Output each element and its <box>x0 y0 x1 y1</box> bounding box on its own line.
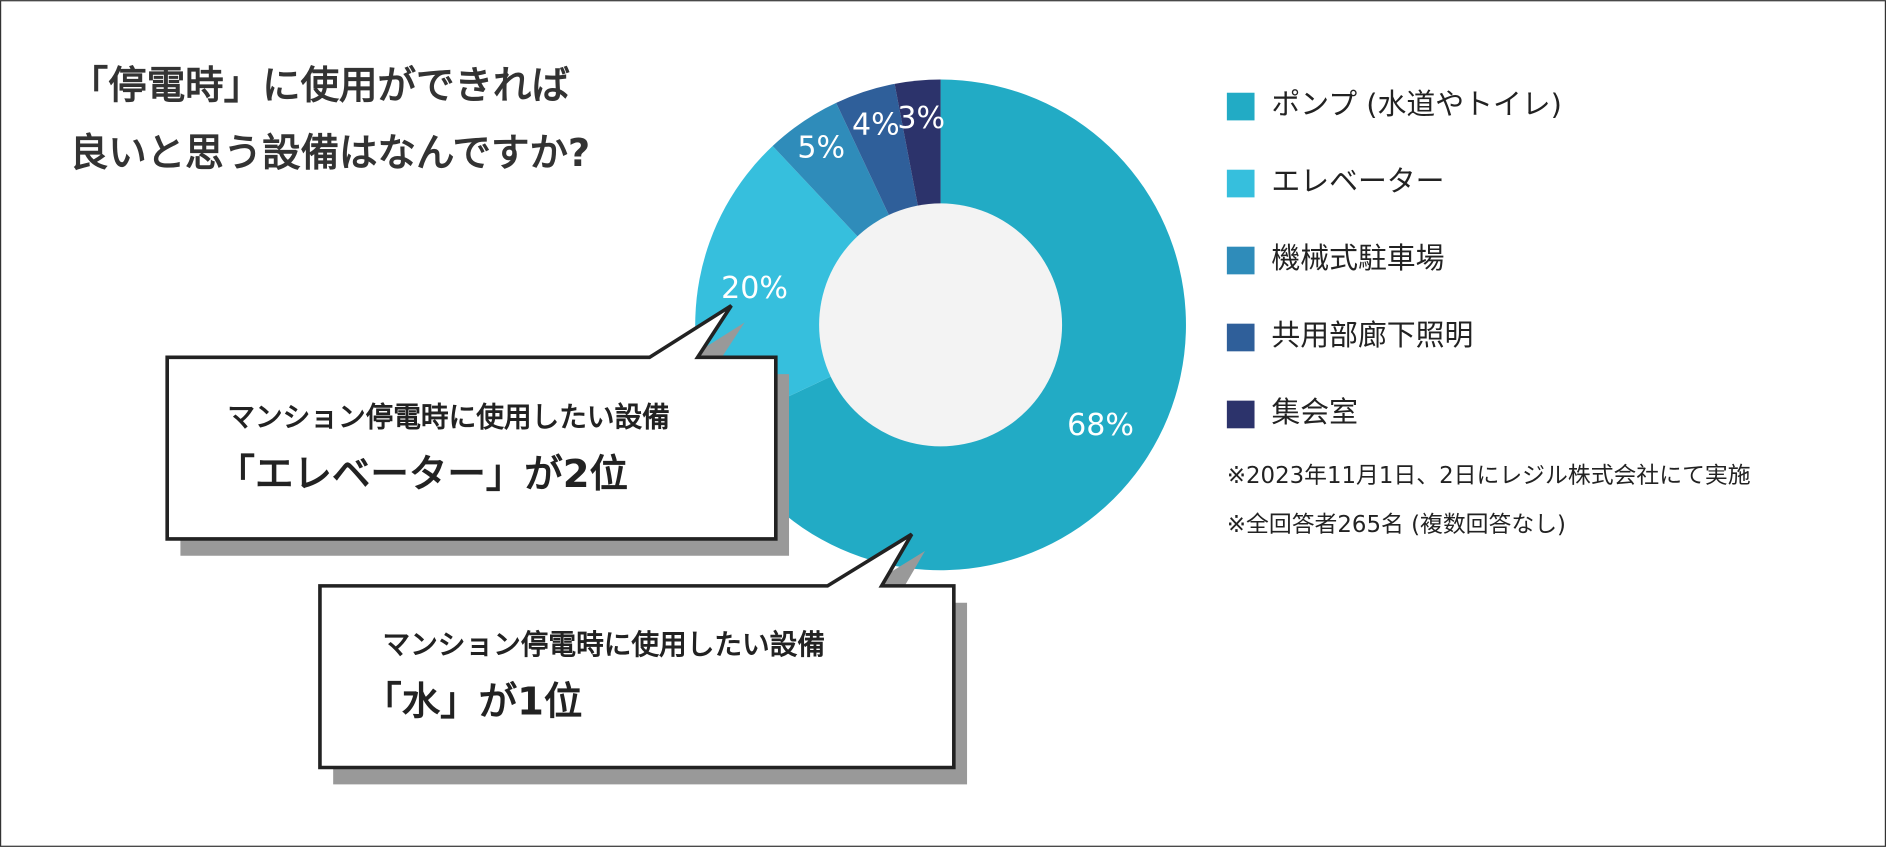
legend-label: ポンプ (水道やトイレ) <box>1271 87 1562 121</box>
legend-label: 共用部廊下照明 <box>1271 318 1473 352</box>
callout-text: 「エレベーター」が2位 <box>217 452 628 497</box>
legend-label: 集会室 <box>1271 395 1358 429</box>
data-label: 3% <box>897 101 945 136</box>
data-label: 68% <box>1067 408 1134 443</box>
legend-label: エレベーター <box>1271 164 1444 198</box>
data-label: 4% <box>852 107 900 142</box>
note: ※2023年11月1日、2日にレジル株式会社にて実施 <box>1227 463 1751 489</box>
callout-text: 「水」が1位 <box>363 679 582 724</box>
chart-title: 「停電時」に使用ができれば <box>70 63 571 108</box>
legend-swatch <box>1226 92 1255 121</box>
callout-text: マンション停電時に使用したい設備 <box>382 628 825 661</box>
callout-box <box>318 532 956 770</box>
donut: 68% 20% 5%4%3% <box>695 79 1186 571</box>
legend-swatch <box>1226 400 1255 429</box>
data-label: 5% <box>797 131 845 166</box>
legend-swatch <box>1226 323 1255 352</box>
legend-label: 機械式駐車場 <box>1271 241 1444 275</box>
callout: マンション停電時に使用したい設備 「エレベーター」が2位 <box>165 304 790 556</box>
callout-box <box>165 304 778 541</box>
callout-text: マンション停電時に使用したい設備 <box>227 401 670 434</box>
chart-title: 良いと思う設備はなんですか? <box>70 131 591 176</box>
note: ※全回答者265名 (複数回答なし) <box>1227 512 1566 538</box>
data-label: 20% <box>721 271 788 306</box>
legend-swatch <box>1226 169 1255 198</box>
donut-hole <box>819 203 1063 447</box>
callout: マンション停電時に使用したい設備 「水」が1位 <box>318 532 968 785</box>
legend-swatch <box>1226 246 1255 275</box>
